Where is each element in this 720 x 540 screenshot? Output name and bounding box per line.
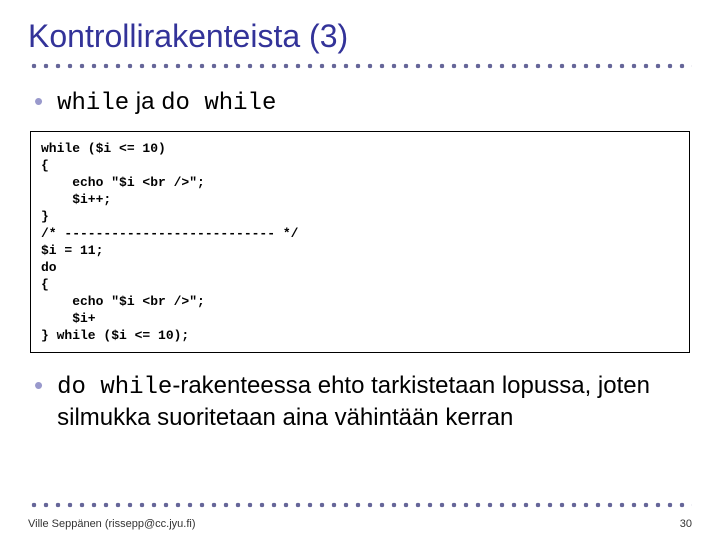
code-line: {	[41, 276, 679, 293]
code-line: echo "$i <br />";	[41, 293, 679, 310]
code-line: {	[41, 157, 679, 174]
code-line: echo "$i <br />";	[41, 174, 679, 191]
bullet-dot-icon: •	[34, 87, 43, 115]
code-line: } while ($i <= 10);	[41, 327, 679, 344]
footer-divider	[28, 502, 692, 508]
code-line: $i+	[41, 310, 679, 327]
bullet-2-text: do while-rakenteessa ehto tarkistetaan l…	[57, 371, 692, 433]
bullet-1-text: while ja do while	[57, 87, 276, 119]
bullet-dot-icon: •	[34, 371, 43, 399]
bullet-1-mid: ja	[129, 88, 161, 115]
bullet-item-2: • do while-rakenteessa ehto tarkistetaan…	[34, 371, 692, 433]
bullet-2-mono: do while	[57, 374, 172, 401]
code-line: }	[41, 208, 679, 225]
bullet-1-mono-1: while	[57, 90, 129, 117]
slide-container: Kontrollirakenteista (3) • while ja do w…	[0, 0, 720, 433]
code-line: $i = 11;	[41, 242, 679, 259]
code-line: while ($i <= 10)	[41, 140, 679, 157]
title-divider	[28, 63, 692, 69]
bullet-1-mono-2: do while	[161, 90, 276, 117]
slide-footer: Ville Seppänen (rissepp@cc.jyu.fi) 30	[28, 518, 692, 530]
slide-title: Kontrollirakenteista (3)	[28, 18, 692, 55]
bullet-item-1: • while ja do while	[34, 87, 692, 119]
footer-page: 30	[680, 518, 692, 530]
code-line: /* --------------------------- */	[41, 225, 679, 242]
code-block: while ($i <= 10) { echo "$i <br />"; $i+…	[30, 131, 690, 353]
code-line: do	[41, 259, 679, 276]
footer-author: Ville Seppänen (rissepp@cc.jyu.fi)	[28, 518, 196, 530]
code-line: $i++;	[41, 191, 679, 208]
